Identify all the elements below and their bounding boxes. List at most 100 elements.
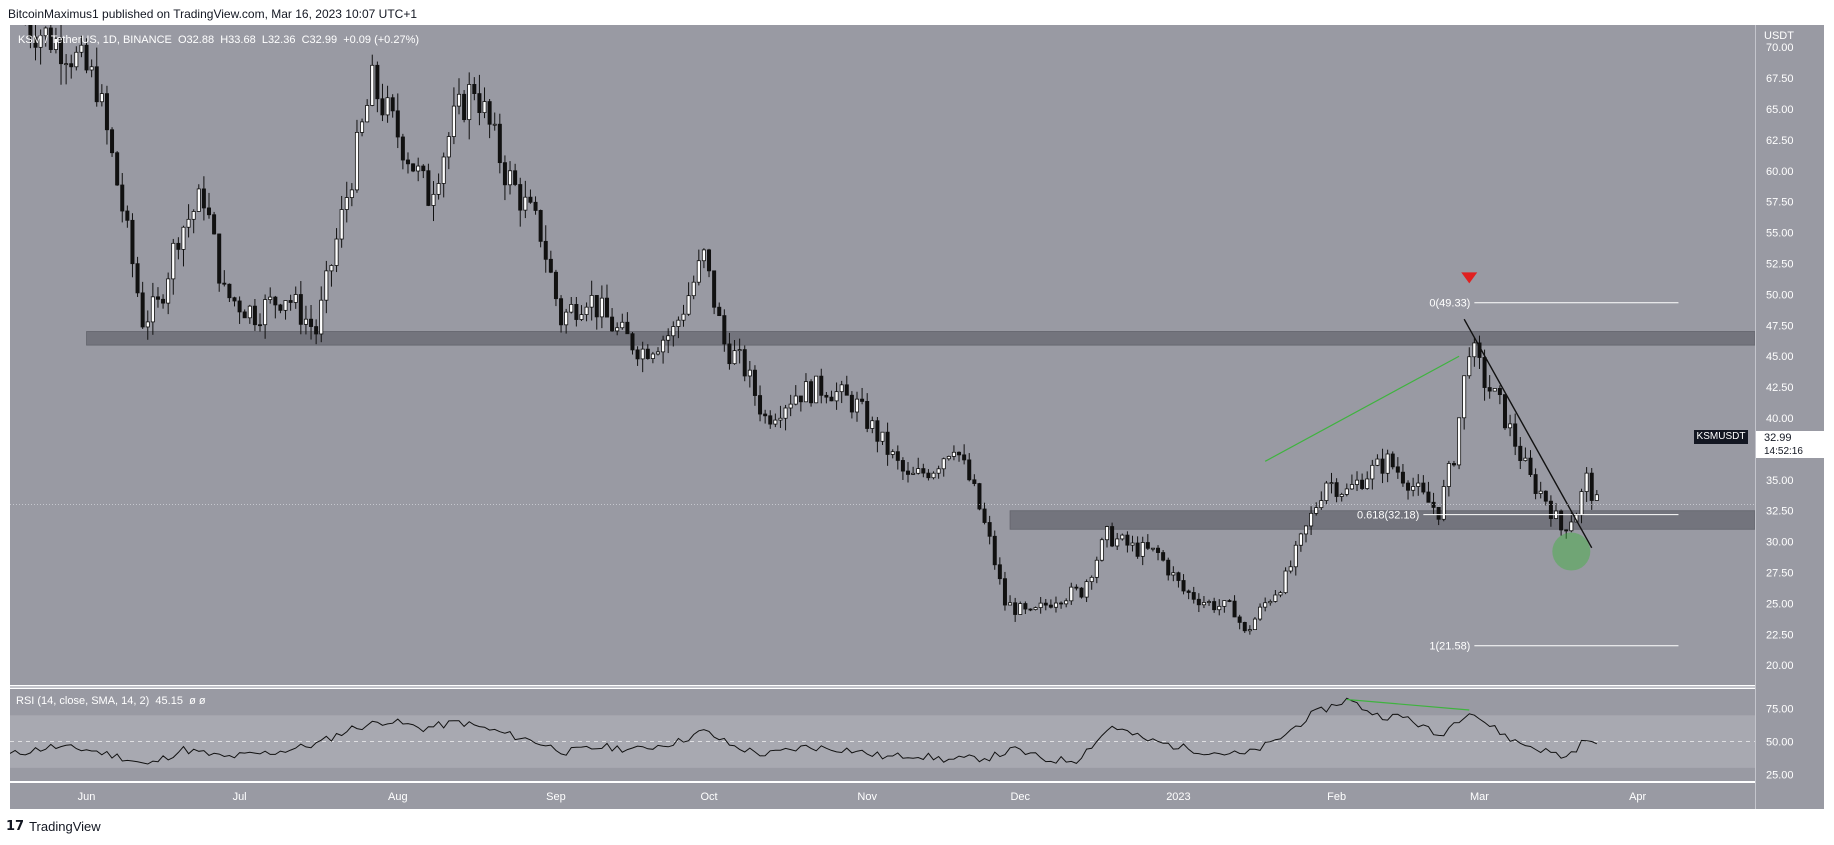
rsi-line: [10, 697, 1598, 765]
candle-body: [329, 265, 334, 272]
time-axis-tick: Jun: [78, 791, 96, 803]
candle-body: [809, 381, 814, 404]
candle-body: [375, 64, 380, 100]
candle-body: [1222, 600, 1227, 607]
candle-body: [895, 451, 900, 461]
candle-body: [1079, 587, 1084, 598]
candle-body: [140, 292, 145, 328]
candle-body: [701, 249, 706, 262]
candle-body: [916, 468, 921, 474]
candle-body: [421, 165, 426, 172]
candle-body: [1462, 375, 1467, 419]
candle-body: [839, 384, 844, 393]
candle-body: [1212, 601, 1217, 611]
candle-body: [53, 38, 58, 50]
close-label: C: [301, 34, 310, 46]
candle-body: [758, 395, 763, 415]
candle-body: [1002, 578, 1007, 606]
candle-body: [252, 305, 257, 326]
axis-divider: [1755, 25, 1756, 809]
rsi-panel[interactable]: RSI (14, close, SMA, 14, 2) 45.15 ø ø: [10, 689, 1755, 781]
candle-body: [319, 299, 324, 335]
candle-body: [967, 459, 972, 481]
candle-body: [1375, 458, 1380, 466]
candle-body: [1196, 598, 1201, 606]
low-label: L: [261, 34, 268, 46]
candle-body: [1293, 544, 1298, 568]
candle-body: [1089, 576, 1094, 583]
change-value: +0.09 (+0.27%): [343, 34, 420, 46]
fib-level-label: 1(21.58): [1429, 641, 1470, 653]
ticker-label: KSMUSDT: [1694, 430, 1748, 444]
candle-body: [1023, 603, 1028, 610]
candle-body: [712, 270, 717, 308]
pane-divider[interactable]: [10, 686, 1755, 688]
candle-body: [462, 93, 467, 121]
candle-body: [1201, 602, 1206, 606]
candle-body: [579, 314, 584, 320]
rsi-label[interactable]: RSI (14, close, SMA, 14, 2): [16, 695, 150, 707]
time-axis[interactable]: Jun Jul Aug Sep Oct Nov Dec 2023 Feb Mar Apr: [10, 783, 1755, 809]
candle-body: [747, 369, 752, 377]
candle-body: [737, 349, 742, 352]
candle-body: [951, 451, 956, 457]
candle-body: [732, 350, 737, 365]
symbol-label[interactable]: KSM / TetherUS, 1D, BINANCE: [18, 34, 172, 46]
time-axis-tick: Aug: [388, 791, 408, 803]
price-axis-tick: 20.00: [1766, 660, 1794, 672]
candle-body: [1416, 482, 1421, 487]
rsi-chart-svg: [10, 697, 1755, 768]
price-axis-tick: 67.50: [1766, 73, 1794, 85]
candle-body: [263, 299, 268, 326]
candle-body: [671, 326, 676, 337]
candle-body: [538, 210, 543, 242]
candle-body: [1502, 394, 1507, 429]
candle-body: [416, 165, 421, 172]
low-value: 32.36: [267, 34, 296, 46]
candle-body: [467, 84, 472, 121]
candle-body: [283, 300, 288, 311]
candle-body: [309, 318, 314, 327]
candle-body: [1043, 602, 1048, 606]
candle-body: [1094, 559, 1099, 578]
candle-body: [982, 508, 987, 523]
candle-body: [962, 454, 967, 461]
candle-body: [727, 343, 732, 365]
candle-body: [1334, 482, 1339, 497]
candle-body: [1217, 605, 1222, 611]
candle-body: [1283, 570, 1288, 594]
candle-body: [1059, 602, 1064, 605]
candle-body: [380, 98, 385, 116]
candle-body: [1130, 542, 1135, 546]
rsi-axis-tick: 75.00: [1766, 704, 1794, 716]
price-chart-panel[interactable]: 0(49.33) 0.618(32.18) 1(21.58) KSM / Tethe…: [10, 25, 1755, 685]
candle-body: [559, 298, 564, 326]
candle-body: [1518, 445, 1523, 461]
price-axis[interactable]: 20.0022.5025.0027.5030.0032.5035.0037.50…: [1756, 25, 1824, 809]
candle-body: [400, 136, 405, 161]
candle-body: [936, 468, 941, 474]
candle-body: [589, 295, 594, 308]
price-axis-svg: 20.0022.5025.0027.5030.0032.5035.0037.50…: [1766, 42, 1794, 781]
candle-body: [1579, 491, 1584, 516]
candle-body: [793, 395, 798, 405]
candle-body: [783, 407, 788, 419]
candle-body: [844, 384, 849, 396]
candle-body: [1441, 486, 1446, 520]
candle-body: [1099, 539, 1104, 561]
candle-body: [1329, 482, 1334, 485]
candle-body: [900, 460, 905, 472]
candle-body: [268, 296, 273, 300]
time-axis-tick: Nov: [857, 791, 877, 803]
candle-body: [1064, 600, 1069, 605]
candle-body: [74, 51, 79, 68]
descending-trendline: [1463, 318, 1593, 549]
candle-body: [548, 258, 553, 273]
footer-brand[interactable]: TradingView: [29, 819, 101, 834]
candle-body: [1110, 526, 1115, 547]
candle-body: [1390, 453, 1395, 468]
candle-body: [314, 326, 319, 335]
candle-body: [120, 184, 125, 212]
candle-body: [1472, 342, 1477, 358]
price-axis-tick: 55.00: [1766, 228, 1794, 240]
